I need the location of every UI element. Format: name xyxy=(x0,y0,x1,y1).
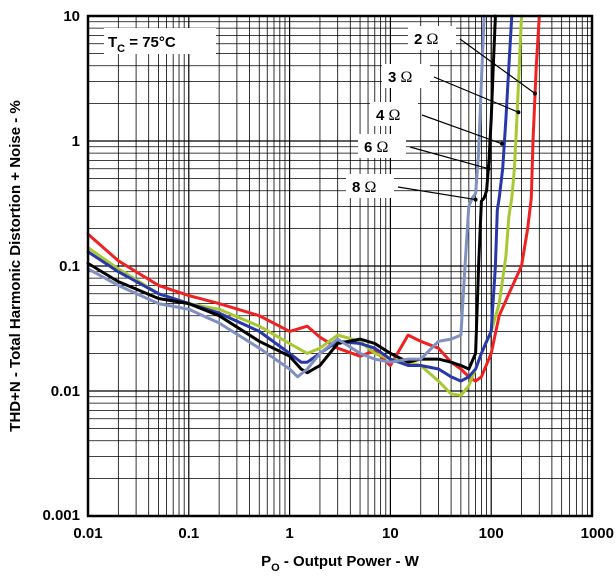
annotation-arrow-2 xyxy=(500,141,505,146)
plot-frame xyxy=(86,14,594,518)
y-tick-label: 1 xyxy=(72,133,80,150)
annotation-label-4: 8 Ω xyxy=(352,179,377,196)
annotation-leader-1 xyxy=(433,76,519,113)
grid xyxy=(88,16,592,516)
condition-main: T xyxy=(108,34,117,51)
x-tick-label: 0.01 xyxy=(73,525,102,542)
x-axis-title-rest: - Output Power - W xyxy=(280,553,420,570)
x-tick-label: 10 xyxy=(382,525,399,542)
y-tick-label: 0.1 xyxy=(59,258,80,275)
annotation-leader-3 xyxy=(409,146,489,170)
condition-rest: = 75°C xyxy=(125,34,176,51)
x-axis-title: PO - Output Power - W xyxy=(261,553,420,574)
x-axis-title-main: P xyxy=(261,553,271,570)
series-line-2 xyxy=(86,14,514,383)
annotation-box-1 xyxy=(382,64,430,88)
x-tick-label: 0.1 xyxy=(178,525,199,542)
y-axis-title: THD+N - Total Harmonic Distortion + Nois… xyxy=(7,100,24,431)
annotation-leader-4 xyxy=(397,186,476,201)
x-tick-labels: 0.01 0.1 1 10 100 1000 xyxy=(73,525,614,542)
annotation-arrow-3 xyxy=(486,166,491,171)
annotation-leader-0 xyxy=(459,38,536,94)
x-tick-label: 100 xyxy=(479,525,504,542)
annotation-box-2 xyxy=(370,102,418,126)
annotation-arrow-0 xyxy=(533,91,538,96)
series-line-1 xyxy=(86,14,523,397)
series-annotations: 2 Ω 3 Ω 4 Ω 6 Ω 8 Ω xyxy=(346,26,538,202)
annotation-arrow-1 xyxy=(516,110,521,115)
annotation-arrow-4 xyxy=(473,197,478,202)
y-tick-labels: 0.001 0.01 0.1 1 10 xyxy=(42,8,80,524)
annotation-box-3 xyxy=(358,134,406,158)
y-tick-label: 10 xyxy=(63,8,80,25)
y-tick-label: 0.001 xyxy=(42,507,80,524)
y-tick-label: 0.01 xyxy=(51,383,80,400)
x-axis-title-sub: O xyxy=(271,562,280,574)
x-tick-label: 1 xyxy=(285,525,293,542)
series-line-3 xyxy=(86,14,497,375)
series-line-0 xyxy=(86,14,541,383)
annotation-leader-2 xyxy=(421,114,503,145)
annotation-label-1: 3 Ω xyxy=(388,69,413,86)
annotation-label-3: 6 Ω xyxy=(364,139,389,156)
annotation-box-4 xyxy=(346,174,394,198)
annotation-label-0: 2 Ω xyxy=(414,31,439,48)
annotation-box-0 xyxy=(408,26,456,50)
condition-label: TC = 75°C xyxy=(104,28,216,55)
annotation-label-2: 4 Ω xyxy=(376,107,401,124)
svg-text:TC = 75°C: TC = 75°C xyxy=(108,34,176,55)
condition-sub: C xyxy=(117,43,125,55)
x-tick-label: 1000 xyxy=(581,525,614,542)
